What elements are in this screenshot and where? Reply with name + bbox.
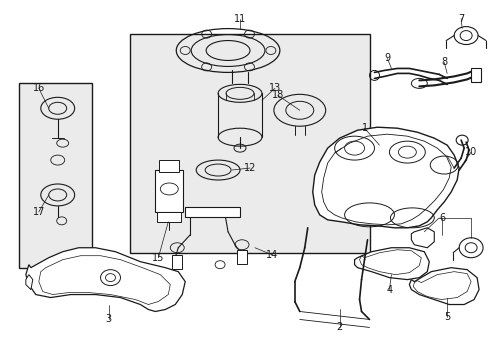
Text: 7: 7 [457, 14, 463, 24]
Text: 4: 4 [386, 284, 392, 294]
Bar [130, 33, 369, 253]
Polygon shape [410, 228, 433, 248]
Polygon shape [408, 268, 478, 305]
Polygon shape [26, 248, 185, 311]
Text: 14: 14 [265, 250, 278, 260]
Polygon shape [26, 275, 33, 289]
Bar [155, 170, 183, 212]
Polygon shape [354, 248, 428, 280]
Text: 1: 1 [361, 123, 367, 133]
Bar [19, 84, 91, 268]
Text: 17: 17 [33, 207, 45, 217]
Text: 3: 3 [105, 314, 111, 324]
Polygon shape [312, 127, 458, 228]
Text: 2: 2 [336, 323, 342, 332]
Bar [159, 160, 179, 172]
Text: 5: 5 [443, 312, 449, 323]
Bar [157, 212, 181, 222]
Text: 11: 11 [233, 14, 245, 24]
Bar [470, 68, 480, 82]
Text: 16: 16 [33, 84, 45, 93]
Bar [185, 207, 240, 217]
Text: 18: 18 [271, 90, 284, 100]
Bar [237, 250, 246, 264]
Text: 9: 9 [384, 54, 390, 63]
Text: 13: 13 [268, 84, 281, 93]
Text: 6: 6 [438, 213, 445, 223]
Text: 10: 10 [464, 147, 476, 157]
Text: 8: 8 [440, 58, 447, 67]
Text: 15: 15 [152, 253, 164, 263]
Text: 12: 12 [244, 163, 256, 173]
Bar [172, 255, 182, 269]
